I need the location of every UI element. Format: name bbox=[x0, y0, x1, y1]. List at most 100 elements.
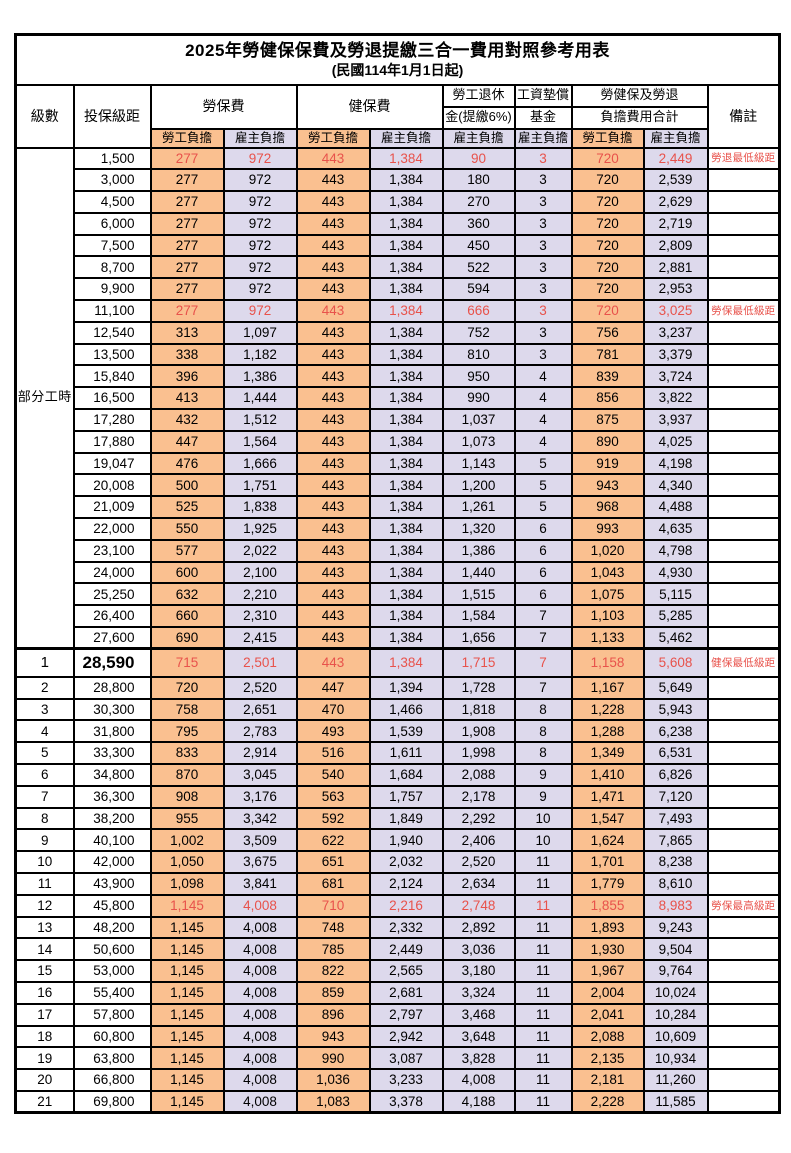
value-cell: 493 bbox=[295, 719, 371, 744]
note-cell bbox=[706, 828, 781, 853]
note-cell bbox=[706, 784, 781, 809]
col-header-wage-fund-line2: 基金 bbox=[513, 105, 573, 130]
col-header-pension-line1: 勞工退休 bbox=[441, 83, 516, 108]
value-cell: 1,145 bbox=[149, 1024, 225, 1049]
value-cell: 5,115 bbox=[642, 582, 709, 607]
value-cell: 856 bbox=[570, 386, 645, 411]
value-cell: 2,181 bbox=[570, 1068, 645, 1092]
value-cell: 10,934 bbox=[642, 1046, 709, 1071]
value-cell: 2,406 bbox=[441, 828, 516, 853]
value-cell: 443 bbox=[295, 626, 371, 650]
value-cell: 968 bbox=[570, 495, 645, 520]
value-cell: 2,651 bbox=[222, 697, 298, 722]
value-cell: 450 bbox=[441, 233, 516, 258]
value-cell: 5 bbox=[513, 473, 573, 498]
value-cell: 943 bbox=[570, 473, 645, 498]
grade-cell: 53,000 bbox=[72, 959, 152, 983]
grade-cell: 55,400 bbox=[72, 980, 152, 1005]
level-cell: 13 bbox=[14, 915, 75, 940]
value-cell: 1,228 bbox=[570, 697, 645, 722]
value-cell: 8,983 bbox=[642, 893, 709, 918]
value-cell: 972 bbox=[222, 233, 298, 258]
table-row: 13 48,200 1,145 4,008 748 2,332 2,892 11 1,893 9,… bbox=[14, 915, 781, 940]
table-row: 18 60,800 1,145 4,008 943 2,942 3,648 11 2,088 10… bbox=[14, 1024, 781, 1049]
value-cell: 3,045 bbox=[222, 763, 298, 787]
value-cell: 3,841 bbox=[222, 872, 298, 896]
value-cell: 1,547 bbox=[570, 806, 645, 831]
value-cell: 443 bbox=[295, 386, 371, 411]
value-cell: 1,384 bbox=[368, 626, 444, 650]
value-cell: 3,087 bbox=[368, 1046, 444, 1071]
value-cell: 1,384 bbox=[368, 320, 444, 345]
grade-cell: 3,000 bbox=[72, 168, 152, 193]
table-row: 1 28,590 715 2,501 443 1,384 1,715 7 1,158 5,608 健… bbox=[14, 647, 781, 678]
value-cell: 990 bbox=[295, 1046, 371, 1071]
note-cell bbox=[706, 320, 781, 345]
value-cell: 4,008 bbox=[222, 937, 298, 962]
value-cell: 2,783 bbox=[222, 719, 298, 744]
grade-cell: 24,000 bbox=[72, 560, 152, 585]
value-cell: 3 bbox=[513, 190, 573, 214]
grade-cell: 9,900 bbox=[72, 277, 152, 302]
value-cell: 2,210 bbox=[222, 582, 298, 607]
value-cell: 1,624 bbox=[570, 828, 645, 853]
value-cell: 563 bbox=[295, 784, 371, 809]
value-cell: 9 bbox=[513, 784, 573, 809]
value-cell: 443 bbox=[295, 560, 371, 585]
note-cell bbox=[706, 342, 781, 367]
value-cell: 990 bbox=[441, 386, 516, 411]
note-cell bbox=[706, 168, 781, 193]
value-cell: 2,809 bbox=[642, 233, 709, 258]
value-cell: 1,037 bbox=[441, 408, 516, 432]
value-cell: 875 bbox=[570, 408, 645, 432]
value-cell: 690 bbox=[149, 626, 225, 650]
level-cell: 18 bbox=[14, 1024, 75, 1049]
table-row: 27,600 690 2,415 443 1,384 1,656 7 1,133 5,462 bbox=[16, 626, 781, 650]
note-cell bbox=[706, 255, 781, 280]
note-cell bbox=[706, 364, 781, 389]
value-cell: 651 bbox=[295, 850, 371, 874]
value-cell: 443 bbox=[295, 211, 371, 236]
subheader-total-employer: 雇主負擔 bbox=[642, 127, 709, 149]
note-cell bbox=[706, 937, 781, 962]
value-cell: 1,757 bbox=[368, 784, 444, 809]
table-row: 3,000 277 972 443 1,384 180 3 720 2,539 bbox=[16, 168, 781, 193]
value-cell: 4,008 bbox=[222, 959, 298, 983]
level-cell: 10 bbox=[14, 850, 75, 874]
value-cell: 1,384 bbox=[368, 408, 444, 432]
value-cell: 810 bbox=[441, 342, 516, 367]
value-cell: 972 bbox=[222, 190, 298, 214]
value-cell: 1,145 bbox=[149, 893, 225, 918]
value-cell: 1,384 bbox=[368, 582, 444, 607]
value-cell: 11 bbox=[513, 937, 573, 962]
value-cell: 270 bbox=[441, 190, 516, 214]
value-cell: 1,967 bbox=[570, 959, 645, 983]
value-cell: 2,022 bbox=[222, 538, 298, 563]
value-cell: 1,083 bbox=[295, 1089, 371, 1114]
value-cell: 1,728 bbox=[441, 675, 516, 700]
value-cell: 1,410 bbox=[570, 763, 645, 787]
value-cell: 277 bbox=[149, 255, 225, 280]
value-cell: 2,088 bbox=[441, 763, 516, 787]
value-cell: 1,925 bbox=[222, 517, 298, 541]
value-cell: 525 bbox=[149, 495, 225, 520]
value-cell: 5 bbox=[513, 451, 573, 476]
value-cell: 10,024 bbox=[642, 980, 709, 1005]
value-cell: 2,032 bbox=[368, 850, 444, 874]
value-cell: 3,237 bbox=[642, 320, 709, 345]
table-row: 25,250 632 2,210 443 1,384 1,515 6 1,075 5,115 bbox=[16, 582, 781, 607]
value-cell: 2,041 bbox=[570, 1002, 645, 1027]
value-cell: 1,002 bbox=[149, 828, 225, 853]
table-row: 19 63,800 1,145 4,008 990 3,087 3,828 11 2,135 10… bbox=[14, 1046, 781, 1071]
grade-cell: 69,800 bbox=[72, 1089, 152, 1114]
col-header-pension-line2: 金(提繳6%) bbox=[441, 105, 516, 130]
note-cell bbox=[706, 1002, 781, 1027]
value-cell: 9,243 bbox=[642, 915, 709, 940]
value-cell: 7,865 bbox=[642, 828, 709, 853]
value-cell: 313 bbox=[149, 320, 225, 345]
value-cell: 443 bbox=[295, 190, 371, 214]
grade-cell: 60,800 bbox=[72, 1024, 152, 1049]
value-cell: 443 bbox=[295, 473, 371, 498]
value-cell: 1,145 bbox=[149, 1068, 225, 1092]
value-cell: 500 bbox=[149, 473, 225, 498]
